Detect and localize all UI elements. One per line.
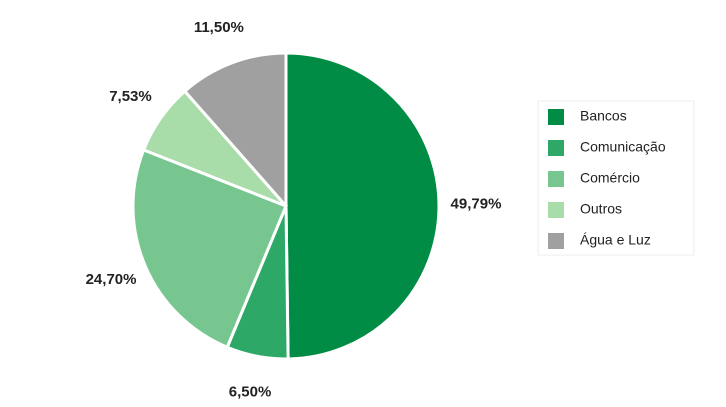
legend-swatch	[548, 202, 564, 218]
data-label: 11,50%	[194, 19, 244, 36]
legend-label: Bancos	[580, 108, 627, 124]
pie-slice	[131, 147, 288, 350]
legend-swatch	[548, 171, 564, 187]
data-label: 7,53%	[109, 88, 152, 105]
legend-label: Outros	[580, 201, 622, 217]
legend-box	[537, 100, 695, 256]
legend-swatch	[548, 109, 564, 125]
data-label: 24,70%	[86, 271, 137, 288]
legend-swatch	[548, 233, 564, 249]
legend-label: Comércio	[580, 170, 640, 186]
data-label: 49,79%	[451, 196, 502, 213]
pie-slice	[284, 51, 441, 361]
legend-swatch	[548, 140, 564, 156]
pie-slice	[182, 51, 288, 210]
legend-label: Comunicação	[580, 139, 666, 155]
data-label: 6,50%	[229, 384, 272, 401]
legend-label: Água e Luz	[580, 232, 651, 248]
